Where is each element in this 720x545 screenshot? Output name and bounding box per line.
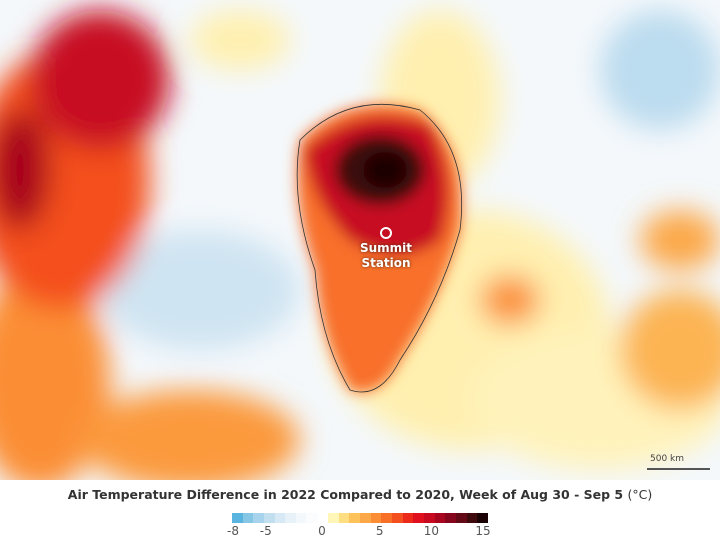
legend-tick-label: -5: [259, 524, 272, 538]
legend-swatch-warm: [477, 513, 489, 523]
legend-swatch-cold: [295, 513, 307, 523]
color-legend: Air Temperature Difference in 2022 Compa…: [0, 480, 720, 545]
legend-swatch-warm: [381, 513, 393, 523]
legend-swatch-cold: [306, 513, 318, 523]
legend-swatch-cold: [274, 513, 286, 523]
legend-swatch-warm: [424, 513, 436, 523]
summit-station-label: Summit Station: [336, 241, 436, 271]
legend-swatch-warm: [360, 513, 372, 523]
legend-swatch-warm: [349, 513, 361, 523]
legend-title-text: Air Temperature Difference in 2022 Compa…: [67, 487, 624, 502]
legend-swatch-warm: [402, 513, 414, 523]
legend-tick-label: 0: [318, 524, 326, 538]
legend-tick-label: 15: [475, 524, 491, 538]
legend-swatch-warm: [413, 513, 425, 523]
legend-swatch-warm: [392, 513, 404, 523]
legend-unit: (°C): [627, 487, 653, 502]
legend-swatch-warm: [328, 513, 340, 523]
greenland-coastline: [296, 103, 463, 393]
legend-swatch-warm: [370, 513, 382, 523]
legend-swatch-warm: [434, 513, 446, 523]
legend-tick-label: -8: [227, 524, 239, 538]
legend-title: Air Temperature Difference in 2022 Compa…: [0, 487, 720, 502]
temperature-anomaly-map: [0, 0, 720, 480]
legend-swatch-warm: [466, 513, 478, 523]
scale-bar-label: 500 km: [650, 454, 685, 464]
legend-swatch-cold: [242, 513, 254, 523]
legend-swatch-cold: [263, 513, 275, 523]
legend-swatch-warm: [445, 513, 457, 523]
summit-station-marker: [380, 227, 392, 239]
legend-swatch-warm: [456, 513, 468, 523]
legend-tick-label: 5: [375, 524, 384, 538]
legend-swatch-cold: [285, 513, 297, 523]
legend-tick-label: 10: [423, 524, 439, 538]
scale-bar: [647, 468, 710, 470]
legend-swatch-cold: [232, 513, 244, 523]
greenland-anomaly: [297, 104, 462, 393]
marker-label-line2: Station: [361, 256, 411, 270]
marker-label-line1: Summit: [359, 241, 413, 255]
legend-swatch-cold: [253, 513, 265, 523]
legend-swatch-warm: [338, 513, 350, 523]
